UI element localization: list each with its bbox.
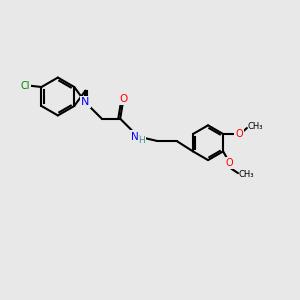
- Text: H: H: [139, 136, 145, 146]
- Text: Cl: Cl: [20, 80, 30, 91]
- Text: CH₃: CH₃: [248, 122, 263, 131]
- Text: O: O: [235, 129, 243, 139]
- Text: N: N: [81, 98, 90, 107]
- Text: CH₃: CH₃: [238, 170, 254, 179]
- Text: N: N: [130, 131, 138, 142]
- Text: O: O: [119, 94, 127, 104]
- Text: O: O: [225, 158, 233, 168]
